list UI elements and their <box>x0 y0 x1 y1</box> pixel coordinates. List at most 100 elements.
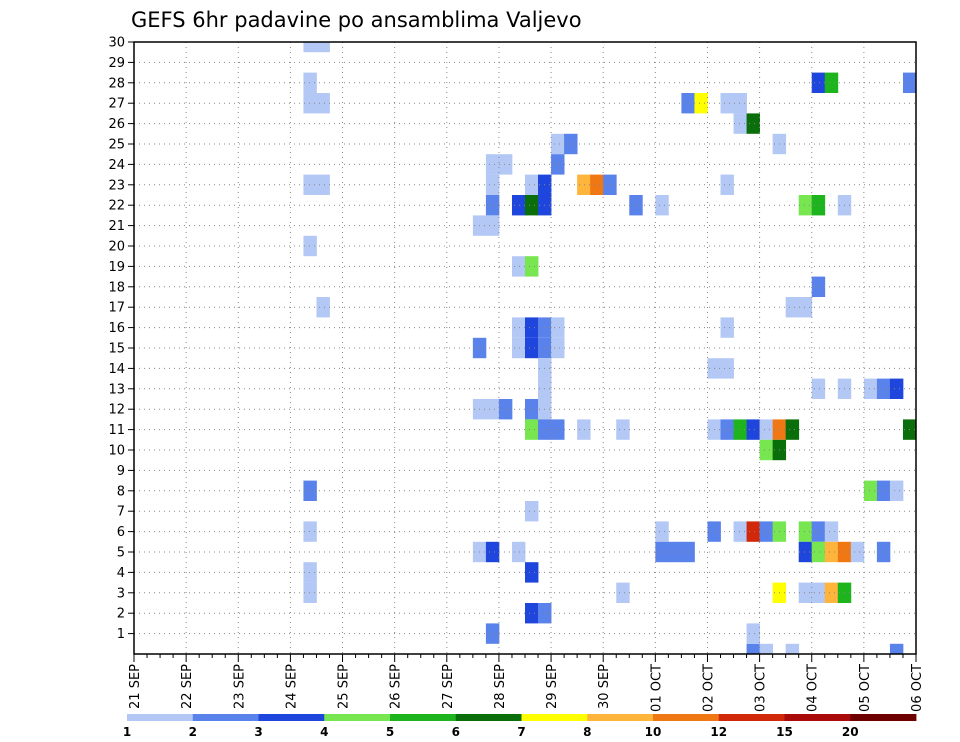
heatmap-cell <box>485 215 500 236</box>
chart-title: GEFS 6hr padavine po ansamblima Valjevo <box>131 8 582 32</box>
x-tick-label: 28 SEP <box>493 664 508 709</box>
heatmap-cell <box>759 419 774 440</box>
heatmap-cell <box>525 195 539 216</box>
heatmap-cell <box>720 174 734 195</box>
y-tick-label: 10 <box>108 444 125 459</box>
y-tick-label: 3 <box>117 586 125 601</box>
heatmap-cell <box>785 419 800 440</box>
x-tick-label: 27 SEP <box>441 664 456 709</box>
heatmap-cell <box>811 582 826 603</box>
heatmap-cell <box>616 419 630 440</box>
heatmap-cell <box>733 113 747 134</box>
legend-label: 7 <box>517 725 525 739</box>
heatmap-cell <box>551 419 565 440</box>
heatmap-cell <box>525 399 539 420</box>
y-tick-label: 5 <box>117 546 125 561</box>
y-tick-label: 28 <box>108 76 125 91</box>
heatmap-cell <box>485 154 500 175</box>
x-tick-label: 04 OCT <box>806 664 821 712</box>
heatmap-cell <box>889 643 904 654</box>
heatmap-cell <box>733 93 747 114</box>
grid-layer <box>134 42 916 654</box>
heatmap-cell <box>485 174 500 195</box>
x-tick-label: 26 SEP <box>389 664 404 709</box>
y-tick-label: 13 <box>108 382 125 397</box>
heatmap-cell <box>551 337 565 359</box>
legend-label: 3 <box>254 725 262 739</box>
legend-swatch <box>587 714 654 721</box>
heatmap-cell <box>746 623 760 644</box>
y-tick-label: 17 <box>108 301 125 316</box>
heatmap-cell <box>850 541 865 563</box>
heatmap-cell <box>551 154 565 175</box>
y-tick-label: 16 <box>108 321 125 336</box>
heatmap-cell <box>485 399 500 420</box>
heatmap-cell <box>316 42 330 53</box>
x-tick-label: 03 OCT <box>754 664 769 712</box>
y-tick-label: 8 <box>117 484 125 499</box>
heatmap-cell <box>564 133 578 155</box>
x-tick-label: 29 SEP <box>545 664 560 709</box>
y-tick-label: 9 <box>117 464 125 479</box>
heatmap-cell <box>876 541 891 563</box>
heatmap-cell <box>876 378 891 399</box>
legend-swatch <box>455 714 522 721</box>
heatmap-cell <box>785 643 800 654</box>
heatmap-cell <box>824 72 839 93</box>
heatmap-cell <box>485 541 500 563</box>
legend-swatch <box>192 714 259 721</box>
heatmap-cell <box>746 643 760 654</box>
heatmap-cell <box>525 501 539 522</box>
legend-label: 5 <box>386 725 394 739</box>
legend-label: 15 <box>776 725 793 739</box>
heatmap-cell <box>863 480 878 501</box>
heatmap-cell <box>746 419 760 440</box>
heatmap-cell <box>577 419 591 440</box>
heatmap-cell <box>303 174 317 195</box>
y-tick-label: 20 <box>108 240 125 255</box>
heatmap-cell <box>551 133 565 155</box>
x-tick-label: 06 OCT <box>910 664 925 712</box>
heatmap-cell <box>863 378 878 399</box>
heatmap-cell <box>485 195 500 216</box>
heatmap-cell <box>733 521 747 542</box>
heatmap-cell <box>303 521 317 542</box>
heatmap-cell <box>616 582 630 603</box>
heatmap-cell <box>759 439 774 461</box>
heatmap-cell <box>785 297 800 318</box>
y-tick-label: 14 <box>108 362 125 377</box>
heatmap-cell <box>798 195 813 216</box>
heatmap-cell <box>655 521 669 542</box>
legend-swatch <box>521 714 588 721</box>
y-tick-label: 26 <box>108 117 125 132</box>
heatmap-cell <box>720 93 734 114</box>
legend-label: 4 <box>320 725 328 739</box>
y-tick-label: 1 <box>117 627 125 642</box>
x-tick-label: 25 SEP <box>337 664 352 709</box>
heatmap-cell <box>511 195 526 216</box>
heatmap-cell <box>759 643 774 654</box>
heatmap-cell <box>303 42 317 53</box>
heatmap-cell <box>525 419 539 440</box>
legend-label: 10 <box>645 725 662 739</box>
heatmap-cell <box>798 541 813 563</box>
legend-swatch <box>324 714 391 721</box>
heatmap-cell <box>511 256 526 277</box>
y-tick-label: 11 <box>108 423 125 438</box>
heatmap-cell <box>668 541 682 563</box>
x-tick-label: 24 SEP <box>284 664 299 709</box>
heatmap-cell <box>590 174 604 195</box>
heatmap-cell <box>811 276 826 297</box>
y-tick-label: 7 <box>117 505 125 520</box>
x-tick-label: 01 OCT <box>649 664 664 712</box>
heatmap-cell <box>511 541 526 563</box>
y-tick-label: 22 <box>108 199 125 214</box>
heatmap-cell <box>811 521 826 542</box>
heatmap-cell <box>824 521 839 542</box>
x-tick-label: 30 SEP <box>597 664 612 709</box>
legend-swatch <box>784 714 851 721</box>
y-tick-label: 15 <box>108 342 125 357</box>
y-tick-label: 12 <box>108 403 125 418</box>
x-tick-label: 21 SEP <box>128 664 143 709</box>
legend: 1 2 3 4 5 6 7 8 10 12 15 20 <box>123 714 917 739</box>
